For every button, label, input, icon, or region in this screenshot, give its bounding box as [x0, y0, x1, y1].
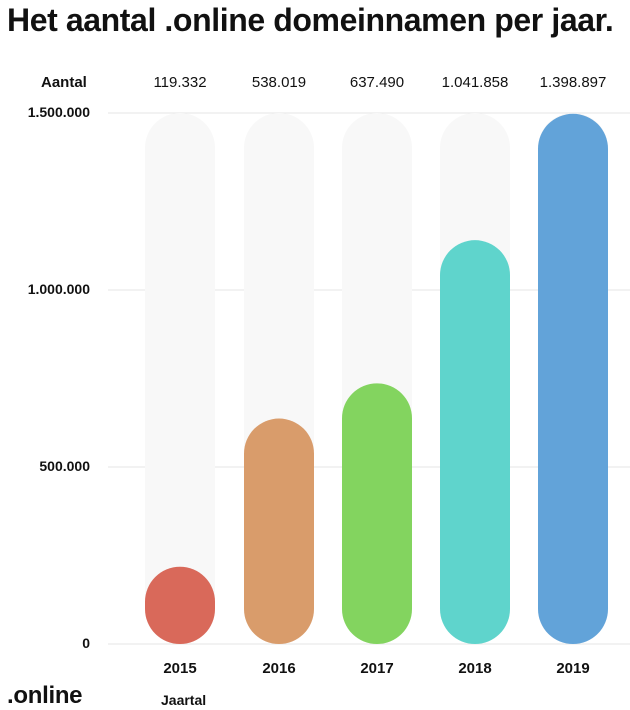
- y-tick-label: 500.000: [39, 458, 90, 474]
- chart-title: Het aantal .online domeinnamen per jaar.: [7, 2, 614, 38]
- x-tick-label-2015: 2015: [163, 660, 197, 677]
- x-tick-label-2017: 2017: [360, 660, 394, 677]
- bar-2016: [244, 418, 314, 644]
- value-label-2018: 1.041.858: [441, 74, 509, 91]
- y-tick-label: 1.000.000: [27, 281, 90, 297]
- x-axis-label: Jaartal: [161, 692, 207, 708]
- value-header-row: 119.332 538.019 637.490 1.041.858 1.398.897: [0, 74, 630, 94]
- value-header-label: Aantal: [41, 74, 87, 91]
- bar-plot-area: [108, 112, 630, 645]
- value-label-2016: 538.019: [251, 74, 307, 91]
- brand-logo-text: .online: [7, 682, 83, 709]
- y-tick-label: 1.500.000: [27, 104, 90, 120]
- bar-2018: [440, 240, 510, 644]
- bar-track-2015: [145, 113, 215, 644]
- bar-2019: [538, 113, 608, 645]
- bar-2017: [342, 383, 412, 644]
- y-tick-label: 0: [82, 635, 90, 651]
- x-tick-label-2018: 2018: [458, 660, 492, 677]
- value-label-2019: 1.398.897: [539, 74, 607, 91]
- x-tick-label-2019: 2019: [556, 660, 590, 677]
- x-tick-label-2016: 2016: [262, 660, 296, 677]
- value-label-2015: 119.332: [153, 74, 207, 91]
- bar-2015: [145, 566, 215, 644]
- value-label-2017: 637.490: [349, 74, 405, 91]
